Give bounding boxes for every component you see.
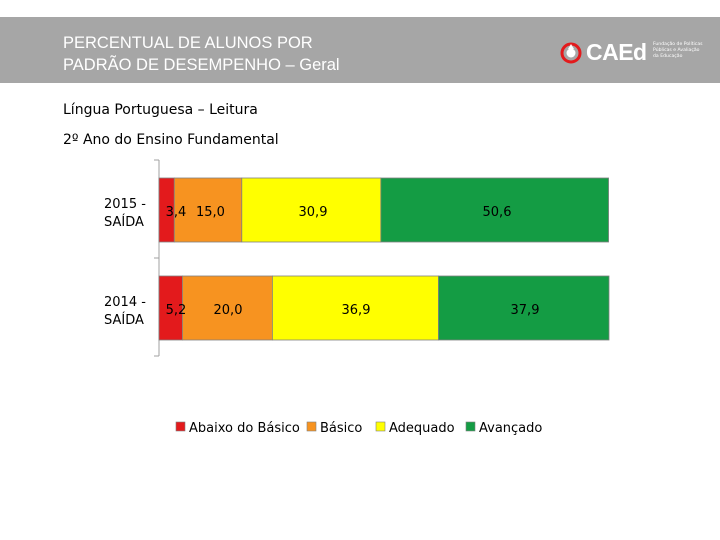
bar-segment [380,177,609,243]
chart-bars [158,177,610,341]
legend-swatch [175,421,186,432]
caed-logo-subtext: Fundação de Políticas Públicas e Avaliaç… [653,42,705,60]
grade-subtitle: 2º Ano do Ensino Fundamental [63,132,279,148]
subject-subtitle: Língua Portuguesa – Leitura [63,102,258,118]
data-label: 15,0 [196,205,225,220]
bar-segment [271,275,439,341]
caed-logo-icon [560,42,582,64]
legend-label: Adequado [389,421,455,436]
data-label: 20,0 [214,303,243,318]
data-label: 36,9 [342,303,371,318]
bar-segment [438,275,610,341]
data-label: 37,9 [511,303,540,318]
legend-label: Básico [320,421,362,436]
category-label: 2015 -SAÍDA [104,197,146,230]
header-banner: PERCENTUAL DE ALUNOS POR PADRÃO DE DESEM… [0,17,720,83]
page-title-line-1: PERCENTUAL DE ALUNOS POR [63,34,313,52]
bar-segment [181,275,273,341]
page-title-line-2: PADRÃO DE DESEMPENHO – Geral [63,56,340,74]
logo-sub-line: da Educação [653,54,683,59]
chart-axis [154,159,160,357]
chart-category-labels: 2015 -SAÍDA 2014 -SAÍDA [104,197,146,328]
chart-legend: Abaixo do Básico Básico Adequado Avançado [175,421,542,436]
caed-logo-text: CAEd [586,39,647,65]
data-label: 3,4 [166,205,187,220]
legend-swatch [375,421,386,432]
legend-label: Abaixo do Básico [189,421,300,436]
category-label: 2014 -SAÍDA [104,295,146,328]
logo-sub-line: Fundação de Políticas [653,42,703,47]
legend-swatch [306,421,317,432]
data-label: 50,6 [483,205,512,220]
chart-value-labels: 3,4 15,0 30,9 50,6 5,2 20,0 36,9 37,9 [166,205,540,318]
page-title: PERCENTUAL DE ALUNOS POR PADRÃO DE DESEM… [63,32,340,76]
legend-swatch [465,421,476,432]
bar-segment [241,177,382,243]
bar-segment [173,177,243,243]
logo-sub-line: Públicas e Avaliação [653,48,700,53]
caed-logo: CAEd Fundação de Políticas Públicas e Av… [560,39,703,65]
data-label: 5,2 [166,303,187,318]
legend-label: Avançado [479,421,542,436]
data-label: 30,9 [299,205,328,220]
